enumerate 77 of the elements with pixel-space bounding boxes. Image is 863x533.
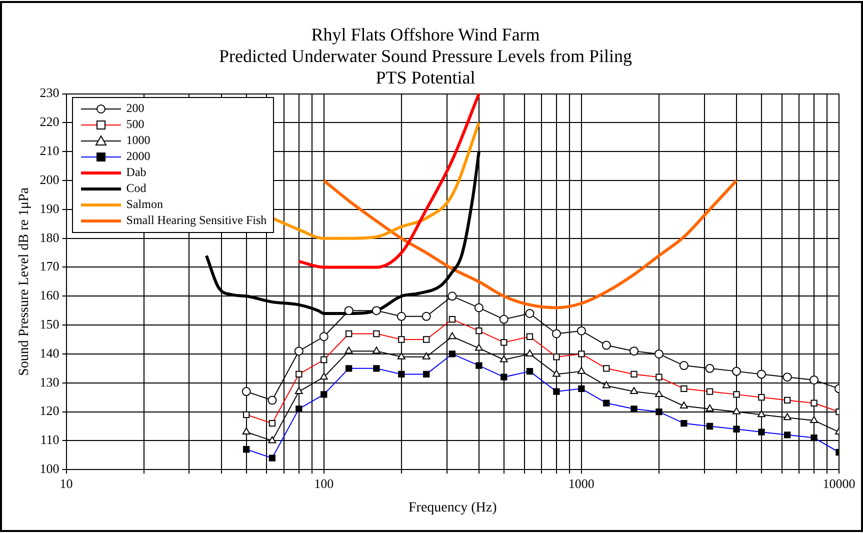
point — [320, 372, 328, 380]
point — [654, 349, 664, 358]
point — [294, 387, 303, 394]
y-tick-label: 180 — [40, 230, 60, 245]
y-tick-label: 200 — [40, 172, 60, 187]
point — [602, 381, 610, 388]
point — [782, 372, 792, 382]
point — [448, 332, 456, 340]
point — [706, 404, 714, 412]
point — [705, 364, 714, 373]
point — [397, 352, 406, 360]
line-series — [297, 94, 480, 269]
point — [500, 355, 508, 362]
point — [242, 387, 251, 396]
legend-label: Cod — [126, 181, 146, 196]
y-tick-label: 220 — [40, 114, 60, 130]
point — [268, 436, 276, 444]
point — [810, 375, 819, 384]
y-tick-label: 190 — [40, 200, 60, 216]
point — [319, 332, 328, 342]
x-tick-label: 1000 — [568, 476, 594, 491]
legend-label: 2000 — [126, 149, 150, 164]
y-tick-label: 170 — [40, 258, 60, 274]
point — [602, 340, 611, 350]
point — [422, 312, 431, 321]
legend-label: Small Hearing Sensitive Fish — [126, 213, 267, 228]
legend-label: 500 — [126, 117, 144, 132]
y-tick-label: 150 — [40, 316, 60, 332]
point — [758, 410, 766, 418]
point — [655, 390, 663, 397]
x-tick-label: 10 — [60, 476, 73, 491]
point — [552, 370, 560, 377]
point — [577, 366, 586, 374]
point — [630, 346, 639, 356]
y-axis-title: Sound Pressure Level dB re 1μPa — [17, 186, 32, 376]
point — [756, 370, 766, 379]
y-tick-label: 110 — [40, 432, 60, 448]
legend-label: 1000 — [126, 133, 150, 148]
y-tick-label: 210 — [40, 143, 60, 158]
point — [372, 346, 380, 354]
point — [422, 352, 430, 360]
y-tick-label: 160 — [40, 288, 60, 303]
point — [732, 366, 742, 376]
point — [552, 329, 561, 338]
y-tick-label: 140 — [40, 345, 60, 360]
chart-title: Rhyl Flats Offshore Wind Farm Predicted Underwater Sound Pressure Levels from Piling PTS Potential — [219, 24, 632, 88]
point — [396, 312, 406, 321]
point — [680, 402, 688, 409]
point — [372, 306, 381, 316]
x-tick-label: 10000 — [822, 476, 856, 491]
point — [525, 309, 534, 318]
y-tick-label: 230 — [40, 85, 60, 100]
point — [474, 303, 484, 312]
y-tick-label: 120 — [40, 403, 60, 418]
point — [294, 346, 304, 356]
x-axis-title: Frequency (Hz) — [408, 500, 498, 516]
point — [732, 407, 740, 414]
point — [679, 361, 688, 370]
point — [630, 387, 638, 394]
legend-label: Dab — [126, 165, 146, 180]
legend-label: Salmon — [126, 197, 163, 212]
point — [344, 306, 354, 316]
x-tick-label: 100 — [314, 476, 334, 491]
legend-label: 200 — [126, 101, 144, 116]
y-tick-label: 130 — [40, 374, 60, 390]
point — [810, 416, 818, 423]
point — [448, 292, 457, 301]
point — [526, 349, 534, 356]
line-series — [322, 179, 738, 310]
point — [576, 326, 586, 336]
point — [268, 396, 277, 405]
point — [242, 428, 250, 435]
point — [499, 314, 508, 324]
point — [344, 346, 353, 354]
point — [474, 344, 483, 351]
point — [783, 413, 792, 420]
y-tick-label: 100 — [40, 461, 60, 476]
